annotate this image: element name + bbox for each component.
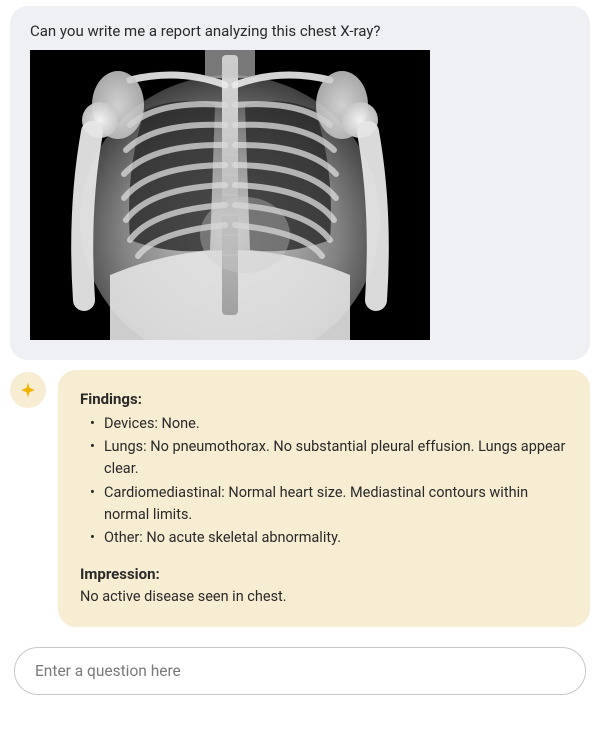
impression-heading: Impression: [80,563,568,586]
xray-svg [30,50,430,340]
impression-text: No active disease seen in chest. [80,586,568,608]
finding-item: Cardiomediastinal: Normal heart size. Me… [90,482,568,526]
input-row [10,647,590,695]
xray-image [30,50,430,340]
ai-avatar [10,372,46,408]
sparkle-icon [19,381,37,399]
finding-item: Devices: None. [90,413,568,435]
ai-message: Findings: Devices: None. Lungs: No pneum… [58,370,590,627]
ai-response-row: Findings: Devices: None. Lungs: No pneum… [10,370,590,627]
findings-heading: Findings: [80,388,568,411]
user-message: Can you write me a report analyzing this… [10,6,590,360]
finding-item: Other: No acute skeletal abnormality. [90,527,568,549]
question-input[interactable] [14,647,586,695]
findings-list: Devices: None. Lungs: No pneumothorax. N… [80,413,568,550]
finding-item: Lungs: No pneumothorax. No substantial p… [90,436,568,480]
user-prompt-text: Can you write me a report analyzing this… [30,22,570,40]
